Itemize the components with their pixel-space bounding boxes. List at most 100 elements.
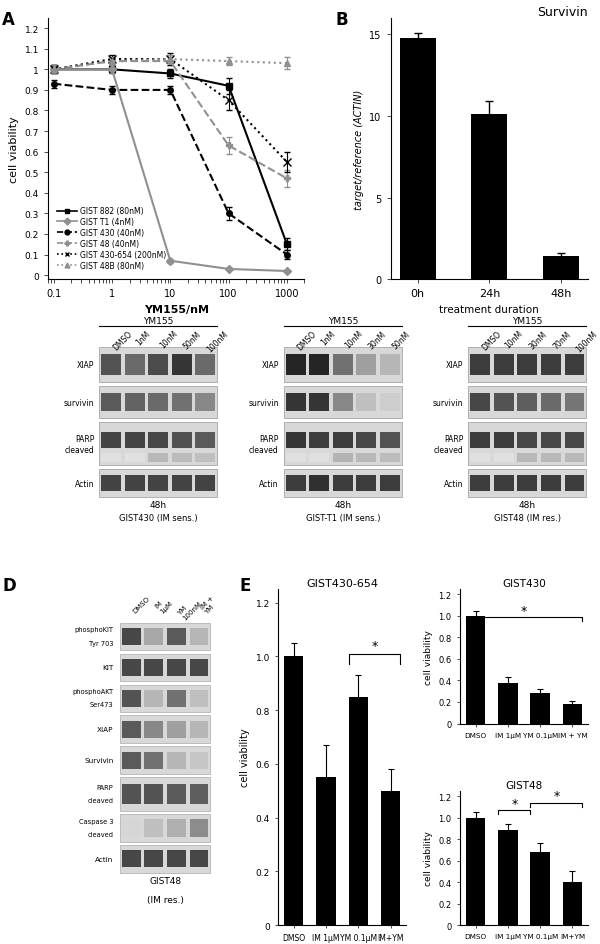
Bar	[309, 432, 329, 448]
Bar	[99, 347, 217, 382]
Bar	[381, 791, 400, 925]
Text: Ser473: Ser473	[90, 701, 113, 708]
Bar	[120, 716, 210, 743]
Text: XIAP: XIAP	[77, 361, 94, 369]
Bar	[284, 423, 402, 465]
Text: survivin: survivin	[64, 398, 94, 407]
Bar	[517, 432, 537, 448]
Bar	[99, 469, 217, 497]
Bar	[99, 387, 217, 418]
Bar	[494, 432, 514, 448]
Bar	[145, 819, 163, 836]
Text: 70nM: 70nM	[551, 329, 572, 350]
Bar	[120, 845, 210, 873]
Text: GIST48 (IM res.): GIST48 (IM res.)	[494, 514, 561, 522]
Bar	[148, 453, 168, 463]
Bar	[469, 469, 586, 497]
Bar	[470, 453, 490, 463]
Text: DMSO: DMSO	[111, 329, 134, 352]
Text: Actin: Actin	[74, 479, 94, 488]
X-axis label: YM155/nM: YM155/nM	[144, 305, 209, 314]
Text: 30nM: 30nM	[367, 329, 388, 350]
Bar	[498, 683, 518, 724]
Bar	[309, 394, 329, 412]
Text: XIAP: XIAP	[262, 361, 278, 369]
Text: YM155: YM155	[143, 317, 173, 326]
Text: YM
100nM: YM 100nM	[176, 595, 203, 620]
Bar	[196, 355, 215, 375]
Bar	[125, 394, 145, 412]
Bar	[565, 432, 584, 448]
Bar	[125, 432, 145, 448]
Text: cleaved: cleaved	[88, 798, 113, 803]
Bar	[333, 432, 353, 448]
Bar	[380, 355, 400, 375]
Y-axis label: cell viability: cell viability	[9, 116, 19, 183]
Text: Survivin: Survivin	[538, 6, 588, 19]
Bar	[541, 355, 561, 375]
Text: 48h: 48h	[334, 500, 352, 510]
Bar	[172, 453, 192, 463]
Bar	[120, 623, 210, 650]
Bar	[167, 851, 186, 868]
Text: Survivin: Survivin	[85, 757, 113, 764]
Bar	[356, 394, 376, 412]
Bar	[565, 355, 584, 375]
Bar	[466, 616, 485, 724]
Bar	[356, 432, 376, 448]
Y-axis label: target/reference (ACTIN): target/reference (ACTIN)	[354, 90, 364, 210]
Bar	[380, 432, 400, 448]
Bar	[122, 819, 141, 836]
Text: Tyr 703: Tyr 703	[89, 640, 113, 646]
Bar	[494, 394, 514, 412]
Bar	[120, 684, 210, 713]
Legend: GIST 882 (80nM), GIST T1 (4nM), GIST 430 (40nM), GIST 48 (40nM), GIST 430-654 (2: GIST 882 (80nM), GIST T1 (4nM), GIST 430…	[55, 204, 169, 274]
Bar	[196, 394, 215, 412]
Bar	[122, 721, 141, 738]
Bar	[469, 387, 586, 418]
Bar	[190, 751, 208, 768]
Y-axis label: cell viability: cell viability	[424, 831, 433, 885]
Text: XIAP: XIAP	[446, 361, 463, 369]
Bar	[494, 453, 514, 463]
Bar	[122, 690, 141, 707]
Bar	[190, 819, 208, 836]
Text: survivin: survivin	[433, 398, 463, 407]
Bar	[380, 476, 400, 492]
Bar	[530, 852, 550, 925]
Bar	[167, 784, 186, 804]
Bar	[541, 453, 561, 463]
Text: 48h: 48h	[149, 500, 167, 510]
Bar	[333, 394, 353, 412]
Bar	[120, 778, 210, 811]
Y-axis label: cell viability: cell viability	[240, 728, 250, 786]
Text: 10nM: 10nM	[158, 329, 179, 350]
Bar	[356, 453, 376, 463]
Text: *: *	[521, 604, 527, 616]
Text: YM155: YM155	[512, 317, 542, 326]
Bar	[190, 721, 208, 738]
Bar	[286, 453, 305, 463]
Bar	[145, 851, 163, 868]
Bar	[125, 453, 145, 463]
Bar	[101, 453, 121, 463]
Bar	[530, 694, 550, 724]
Bar	[167, 659, 186, 676]
Text: A: A	[2, 11, 15, 29]
Bar	[469, 423, 586, 465]
Bar	[122, 629, 141, 646]
Text: GIST430 (IM sens.): GIST430 (IM sens.)	[119, 514, 197, 522]
Text: 10nM: 10nM	[343, 329, 364, 350]
Bar	[309, 476, 329, 492]
Bar	[167, 629, 186, 646]
Bar	[145, 721, 163, 738]
Bar	[286, 355, 305, 375]
Bar	[122, 784, 141, 804]
Text: survivin: survivin	[248, 398, 278, 407]
Text: phosphoKIT: phosphoKIT	[74, 627, 113, 632]
Text: cleaved: cleaved	[64, 446, 94, 455]
Text: PARP: PARP	[444, 434, 463, 444]
Bar	[145, 784, 163, 804]
Text: *: *	[371, 640, 377, 652]
Text: YM155: YM155	[328, 317, 358, 326]
